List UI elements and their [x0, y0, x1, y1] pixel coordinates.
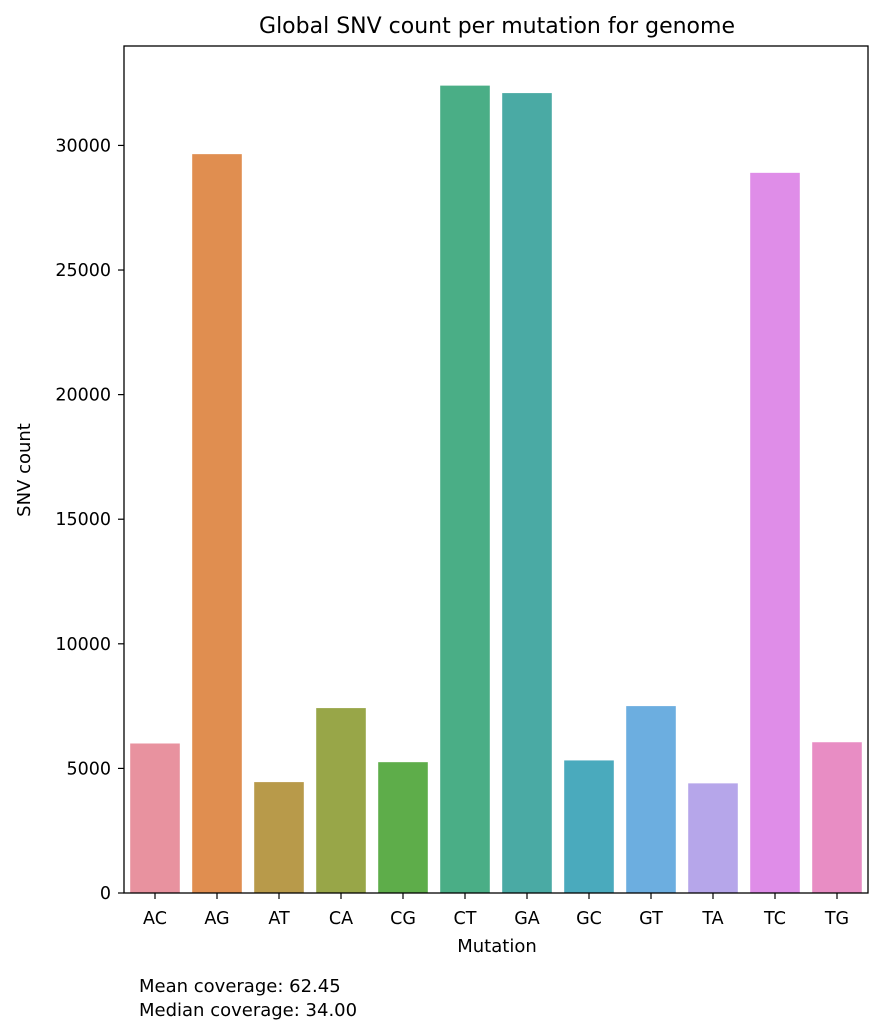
bar-ga: [502, 93, 552, 893]
x-axis-ticks: AC AG AT CA CG CT GA GC GT TA TC TG: [143, 893, 849, 929]
y-tick-label: 10000: [55, 635, 111, 655]
bar-gc: [564, 760, 614, 893]
x-tick-label: CG: [390, 909, 416, 929]
x-axis-label: Mutation: [457, 936, 537, 957]
bar-ct: [440, 85, 490, 894]
y-tick-label: 25000: [55, 261, 111, 281]
x-tick-label: TA: [701, 909, 723, 929]
y-tick-label: 15000: [55, 510, 111, 530]
bar-cg: [378, 762, 428, 893]
bar-ag: [192, 154, 242, 893]
bar-ta: [688, 783, 738, 893]
y-tick-label: 20000: [55, 386, 111, 406]
x-tick-label: AT: [268, 909, 290, 929]
x-tick-label: AC: [143, 909, 167, 929]
bar-ac: [130, 743, 180, 893]
x-tick-label: AG: [204, 909, 229, 929]
chart-title: Global SNV count per mutation for genome: [259, 14, 735, 39]
x-tick-label: GT: [639, 909, 663, 929]
y-axis-label: SNV count: [14, 423, 35, 517]
y-tick-label: 30000: [55, 136, 111, 156]
x-tick-label: CT: [454, 909, 477, 929]
x-tick-label: TC: [763, 909, 786, 929]
y-tick-label: 5000: [66, 759, 111, 779]
bar-tc: [750, 172, 800, 893]
x-tick-label: CA: [329, 909, 353, 929]
y-tick-label: 0: [100, 884, 111, 904]
mean-coverage-note: Mean coverage: 62.45: [139, 976, 341, 997]
x-tick-label: TG: [824, 909, 849, 929]
bar-gt: [626, 706, 676, 893]
bar-at: [254, 782, 304, 893]
bars-group: [130, 85, 862, 894]
plot-frame: [123, 45, 869, 894]
bar-tg: [812, 742, 862, 893]
y-axis-ticks: 0 5000 10000 15000 20000 25000 30000: [55, 136, 124, 904]
x-tick-label: GA: [514, 909, 540, 929]
x-tick-label: GC: [576, 909, 602, 929]
median-coverage-note: Median coverage: 34.00: [139, 1000, 358, 1021]
bar-ca: [316, 708, 366, 893]
